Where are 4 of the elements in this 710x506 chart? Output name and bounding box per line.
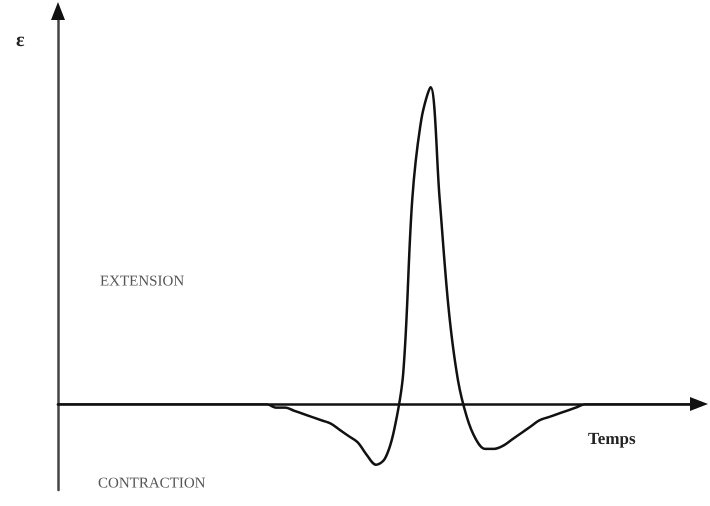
x-axis-title: Temps: [588, 429, 636, 448]
annotation: EXTENSION: [100, 274, 184, 290]
text: CONTRACTION: [98, 476, 206, 492]
y-axis-title: ε: [16, 29, 25, 51]
